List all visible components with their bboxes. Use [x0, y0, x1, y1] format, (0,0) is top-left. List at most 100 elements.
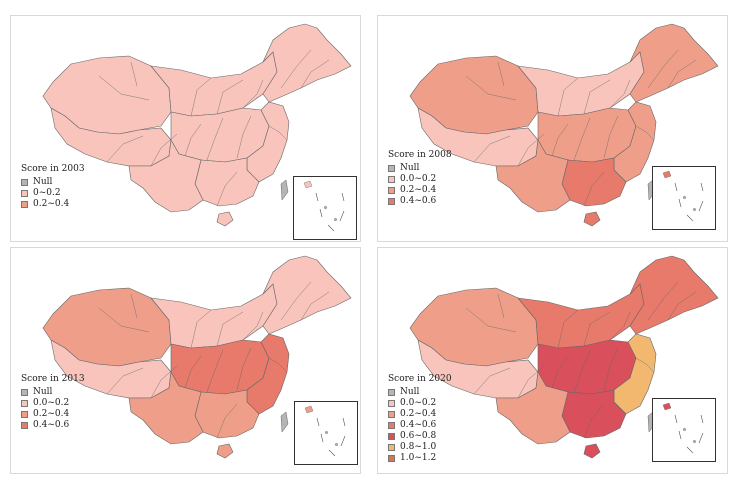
china-choropleth-map: [409, 255, 719, 459]
legend-swatch: [388, 400, 395, 407]
legend-item: Null: [388, 163, 452, 174]
legend-items: Null 0~0.2 0.2~0.4: [21, 177, 85, 210]
legend-label: 0.0~0.2: [400, 398, 437, 408]
region-northeast: [629, 255, 719, 335]
legend-label: 1.0~1.2: [400, 453, 437, 463]
legend-item: 0.2~0.4: [388, 185, 452, 196]
inset-island: [692, 207, 697, 212]
inset-island: [662, 170, 672, 179]
inset-island: [682, 195, 687, 200]
south-china-sea-inset: [652, 166, 716, 230]
legend-item: Null: [21, 387, 85, 398]
legend-label: 0.2~0.4: [400, 409, 437, 419]
legend-item: 0.0~0.2: [388, 174, 452, 185]
legend-label: 0~0.2: [33, 188, 61, 198]
legend-item: 0.6~0.8: [388, 431, 452, 442]
province-boundary: [206, 349, 224, 393]
maritime-boundary-line: [315, 192, 345, 232]
inset-island: [303, 180, 313, 189]
province-boundary: [609, 79, 631, 109]
province-boundary: [667, 59, 697, 89]
inset-island: [682, 427, 687, 432]
map-panel-2003: Score in 2003 Null 0~0.2 0.2~0.4: [10, 15, 361, 242]
legend-label: 0.0~0.2: [33, 398, 70, 408]
province-boundary: [190, 309, 212, 349]
legend-label: 0.8~1.0: [400, 442, 437, 452]
legend-swatch: [388, 422, 395, 429]
legend-item: 0.0~0.2: [388, 398, 452, 409]
province-boundary: [300, 291, 330, 321]
legend-swatch: [21, 422, 28, 429]
map-panel-2008: Score in 2008 Null 0.0~0.2 0.2~0.4 0.4~0.6: [377, 15, 728, 242]
legend-label: Null: [400, 163, 420, 173]
south-china-sea-inset: [293, 176, 357, 240]
maritime-boundary-line: [316, 417, 346, 457]
region-northeast: [262, 23, 352, 103]
region-east: [246, 101, 290, 183]
legend-label: Null: [33, 177, 53, 187]
legend-swatch: [388, 433, 395, 440]
legend-items: Null 0.0~0.2 0.2~0.4 0.4~0.6 0.6~0.8 0.8~1.0 1…: [388, 387, 452, 464]
province-boundary: [268, 357, 288, 373]
region-hainan: [583, 211, 601, 227]
province-boundary: [517, 365, 545, 399]
province-boundary: [242, 311, 264, 341]
inset-island: [662, 402, 672, 411]
province-boundary: [551, 355, 569, 389]
region-northeast: [629, 23, 719, 103]
legend-item: 0.0~0.2: [21, 398, 85, 409]
legend-swatch: [21, 400, 28, 407]
legend-swatch: [21, 201, 28, 208]
region-southwest: [495, 139, 571, 213]
inset-island: [692, 439, 697, 444]
legend-item: 0.2~0.4: [21, 199, 85, 210]
province-boundary: [497, 61, 505, 87]
region-taiwan: [280, 179, 289, 201]
province-boundary: [98, 307, 150, 333]
legend-swatch: [388, 176, 395, 183]
legend-swatch: [388, 198, 395, 205]
province-boundary: [150, 365, 178, 399]
province-boundary: [236, 347, 252, 391]
province-boundary: [465, 307, 517, 333]
legend-title: Score in 2003: [21, 164, 85, 174]
legend-label: 0.0~0.2: [400, 174, 437, 184]
province-boundary: [635, 357, 655, 373]
province-boundary: [551, 123, 569, 157]
legend-swatch: [388, 389, 395, 396]
maritime-boundary-line: [674, 414, 704, 454]
province-boundary: [216, 311, 244, 347]
province-boundary: [465, 75, 517, 101]
legend-swatch: [21, 190, 28, 197]
map-panel-2013: Score in 2013 Null 0.0~0.2 0.2~0.4 0.4~0.6: [10, 247, 361, 474]
inset-island: [324, 430, 329, 435]
legend-item: 0.4~0.6: [21, 420, 85, 431]
inset-island: [334, 442, 339, 447]
legend-items: Null 0.0~0.2 0.2~0.4 0.4~0.6: [388, 163, 452, 207]
province-boundary: [573, 117, 591, 161]
legend-label: Null: [33, 387, 53, 397]
province-boundary: [497, 293, 505, 319]
legend-item: 0.4~0.6: [388, 196, 452, 207]
legend-title: Score in 2020: [388, 374, 452, 384]
maritime-boundary-line: [674, 182, 704, 222]
region-east: [613, 101, 657, 183]
legend-label: 0.4~0.6: [400, 196, 437, 206]
province-boundary: [583, 79, 611, 115]
legend-item: 0~0.2: [21, 188, 85, 199]
legend-title: Score in 2013: [21, 374, 85, 384]
legend-label: 0.2~0.4: [33, 199, 70, 209]
province-boundary: [106, 135, 144, 163]
legend-item: 1.0~1.2: [388, 453, 452, 464]
inset-island: [333, 217, 338, 222]
south-china-sea-inset: [294, 401, 358, 465]
region-hainan: [216, 211, 234, 227]
province-boundary: [517, 133, 545, 167]
province-boundary: [184, 123, 202, 157]
region-taiwan: [280, 411, 289, 433]
province-boundary: [300, 59, 330, 89]
province-boundary: [473, 135, 511, 163]
legend-title: Score in 2008: [388, 150, 452, 160]
legend-swatch: [388, 165, 395, 172]
province-boundary: [150, 133, 178, 167]
